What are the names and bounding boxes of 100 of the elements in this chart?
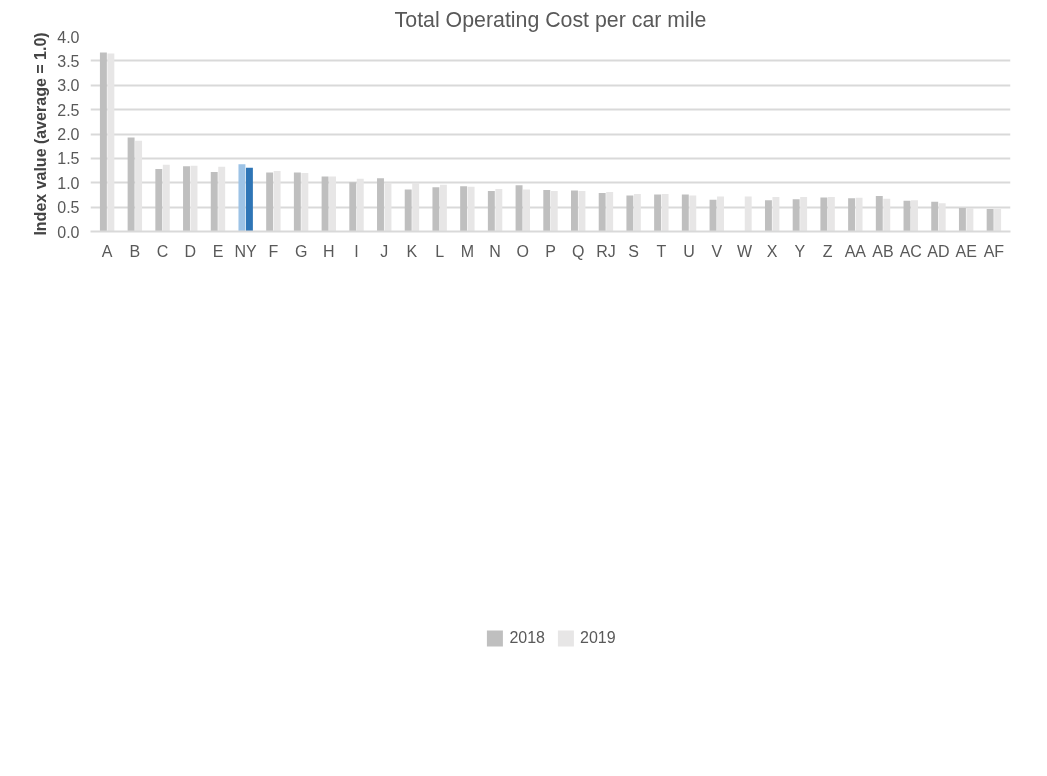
y-tick-label: 4.0 [57,28,80,46]
bar [598,192,606,232]
x-tick-label: W [736,242,753,260]
bar [855,197,863,232]
bar [661,193,669,232]
bar [266,172,274,232]
bar [245,167,253,232]
bar [183,166,190,232]
x-tick-label: RJ [596,242,616,260]
bar [827,196,835,232]
bar [772,196,780,232]
y-tick-label: 3.5 [57,52,80,70]
bar [412,182,420,232]
bar [792,199,800,232]
bar [938,203,946,232]
bar [994,209,1002,232]
x-tick-label: E [212,242,224,260]
bar [931,201,939,232]
x-tick-label: B [129,242,141,260]
bar [875,195,883,232]
x-tick-label: M [460,242,475,260]
bar [356,178,364,232]
chart-title: Total Operating Cost per car mile [394,7,707,32]
bar [689,195,697,232]
x-tick-label: O [516,242,530,260]
bar [764,200,772,232]
x-tick-label: D [184,242,197,260]
bar [543,190,551,232]
bar [800,196,808,232]
x-tick-label: Z [822,242,833,260]
x-tick-label: AA [844,242,867,260]
legend-label: 2019 [580,629,616,647]
x-tick-label: C [156,242,169,260]
y-tick-label: 0.5 [57,199,80,217]
y-tick-label: 3.0 [57,77,80,95]
bar [606,192,614,232]
x-tick-label: K [406,242,418,260]
x-tick-label: X [766,242,778,260]
x-tick-label: V [711,242,723,260]
bar [820,197,828,232]
bar [487,191,495,232]
x-tick-label: AD [927,242,950,260]
bar [717,196,724,232]
bar [218,166,226,232]
bar [654,194,662,232]
bar [404,189,412,232]
bar [744,196,752,232]
x-tick-label: AE [955,242,977,260]
y-axis-title: Index value (average = 1.0) [32,32,50,236]
bar [986,209,994,232]
bar [550,191,558,232]
x-tick-label: Y [794,242,806,260]
y-tick-label: 2.5 [57,101,80,119]
bar [155,169,163,232]
bar [515,185,523,232]
bar [495,189,503,232]
bar [329,176,337,232]
bar [432,187,440,232]
bar [571,190,578,232]
x-tick-label: U [683,242,695,260]
bar [523,189,530,232]
x-tick-label: A [101,242,113,260]
x-tick-label: N [489,242,501,260]
bar [681,194,689,232]
y-tick-label: 1.5 [57,150,80,168]
bar [107,53,115,232]
bar [238,164,246,232]
bar [578,191,586,232]
x-tick-label: P [545,242,556,260]
bar [162,164,170,232]
bar [135,140,143,232]
bar [377,178,384,232]
bar [966,208,974,232]
x-tick-label: I [354,242,359,260]
legend-label: 2018 [509,629,545,647]
bar [273,171,281,232]
bar [460,186,468,232]
bar [883,198,891,232]
bar [127,137,135,232]
bar [349,182,357,232]
x-tick-label: AC [899,242,922,260]
bar [467,186,475,232]
x-tick-label: H [323,242,335,260]
bar [439,184,447,232]
y-tick-label: 2.0 [57,126,80,143]
bar [321,176,329,232]
x-tick-label: T [656,242,667,260]
x-tick-label: F [268,242,279,260]
bar [911,200,918,232]
bar [626,195,634,232]
bar [958,208,966,232]
y-tick-label: 0.0 [57,223,80,241]
x-tick-label: NY [234,242,258,260]
y-tick-label: 1.0 [57,174,80,192]
x-tick-label: Q [571,242,585,260]
x-tick-label: S [628,242,639,260]
bar [293,172,301,232]
x-tick-label: AB [872,242,894,260]
bar [848,198,856,232]
bar [301,173,309,232]
